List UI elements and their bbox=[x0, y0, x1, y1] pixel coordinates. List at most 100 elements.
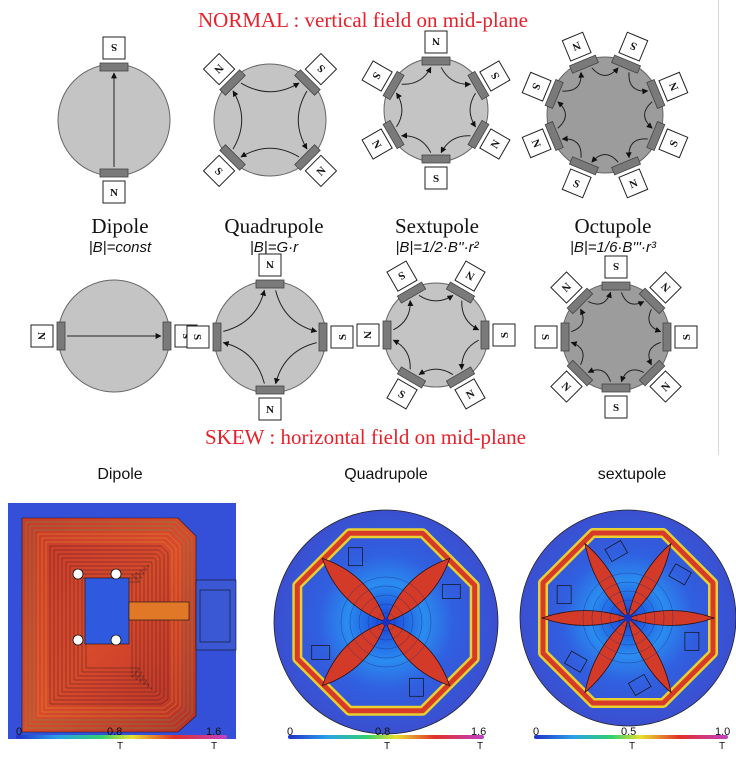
skew-sextupole-p5-label: N bbox=[356, 323, 380, 347]
normal-octupole-p6-pole bbox=[544, 121, 564, 152]
skew-octupole-p3-label: N bbox=[649, 370, 682, 403]
colorbar-quadrupole bbox=[288, 735, 484, 739]
normal-sextupole-p2-label: N bbox=[479, 128, 511, 160]
skew-sextupole-p2-pole bbox=[480, 320, 490, 350]
skew-sextupole-p2-label: S bbox=[492, 323, 516, 347]
skew-octupole-p1-pole bbox=[638, 287, 666, 315]
skew-sextupole-p4-pole bbox=[396, 366, 427, 389]
normal-octupole-p4-pole bbox=[611, 156, 642, 176]
colorbar-sextupole bbox=[534, 735, 728, 739]
svg-text:S: S bbox=[337, 334, 349, 340]
normal-dipole-p0-label: S bbox=[102, 36, 126, 60]
normal-octupole-p6-label: N bbox=[521, 128, 552, 159]
skew-dipole-p1-pole bbox=[56, 321, 66, 351]
normal-octupole-p5-pole bbox=[568, 156, 599, 176]
normal-sextupole-p4-pole bbox=[382, 119, 405, 150]
skew-sextupole-p3-label: N bbox=[454, 378, 486, 410]
sim-title-sextupole: sextupole bbox=[597, 466, 667, 483]
normal-dipole-p1-pole bbox=[99, 168, 129, 178]
dipole-coil-1 bbox=[72, 634, 84, 646]
svg-text:N: N bbox=[35, 332, 47, 340]
skew-octupole-p7-pole bbox=[566, 287, 594, 315]
sim-sextupole-plot-pole-3 bbox=[540, 610, 630, 626]
normal-octupole-p1-pole bbox=[611, 54, 642, 74]
normal-octupole-p5-label: S bbox=[561, 168, 592, 199]
magnet-name-sextupole: Sextupole bbox=[395, 214, 479, 238]
magnet-formula-dipole: |B|=const bbox=[88, 239, 152, 256]
svg-text:S: S bbox=[396, 269, 407, 282]
svg-text:N: N bbox=[570, 39, 582, 53]
svg-text:S: S bbox=[433, 173, 439, 185]
skew-octupole-p2-pole bbox=[662, 322, 672, 352]
sim-title-dipole: Dipole bbox=[97, 466, 143, 483]
scale-unit-dipole-2: T bbox=[211, 741, 218, 752]
svg-text:N: N bbox=[266, 258, 274, 270]
normal-dipole-p1-label: N bbox=[102, 180, 126, 204]
dipole-coil-2 bbox=[110, 568, 122, 580]
sim-sextupole-plot-pole-5 bbox=[627, 542, 672, 620]
svg-text:S: S bbox=[681, 334, 693, 340]
normal-quadrupole-p0-label: N bbox=[202, 52, 236, 86]
svg-text:S: S bbox=[489, 70, 502, 81]
skew-sextupole-p5-pole bbox=[382, 320, 392, 350]
normal-sextupole-p4-label: N bbox=[361, 128, 393, 160]
sim-sextupole-plot-pole-4 bbox=[584, 542, 629, 620]
scale-tick-dipole-2: 1.6 bbox=[206, 726, 222, 738]
normal-quadrupole-p2-pole bbox=[294, 144, 321, 171]
scale-tick-quad-2: 1.6 bbox=[471, 726, 487, 738]
skew-sextupole-p4-label: S bbox=[386, 378, 418, 410]
normal-octupole-p7-pole bbox=[544, 78, 564, 109]
svg-text:N: N bbox=[667, 80, 681, 92]
normal-octupole-p2-label: N bbox=[658, 71, 689, 102]
skew-heading: SKEW : horizontal field on mid-plane bbox=[205, 425, 526, 449]
normal-sextupole-p1-label: S bbox=[479, 60, 511, 92]
normal-sextupole-p0-label: N bbox=[424, 30, 448, 54]
normal-octupole-p1-label: S bbox=[618, 31, 649, 62]
svg-text:S: S bbox=[613, 402, 619, 414]
scale-tick-sext-1: 0.5 bbox=[621, 726, 637, 738]
normal-quadrupole-p0-pole bbox=[219, 69, 246, 96]
skew-octupole-p0-pole bbox=[601, 281, 631, 291]
skew-quadrupole-p1-pole bbox=[318, 322, 328, 352]
normal-sextupole-p2-pole bbox=[467, 119, 490, 150]
normal-sextupole-p0-pole bbox=[421, 56, 451, 66]
normal-quadrupole-p1-label: S bbox=[304, 52, 338, 86]
normal-octupole-p0-pole bbox=[568, 54, 599, 74]
skew-octupole-p7-label: N bbox=[550, 271, 583, 304]
dipole-coil-0 bbox=[72, 568, 84, 580]
skew-quadrupole: N S N S bbox=[186, 253, 354, 421]
skew-octupole-p5-pole bbox=[566, 359, 594, 387]
magnet-name-octupole: Octupole bbox=[574, 214, 652, 238]
magnet-formula-quadrupole: |B|=G·r bbox=[249, 239, 299, 256]
svg-text:S: S bbox=[668, 139, 681, 149]
normal-heading: NORMAL : vertical field on mid-plane bbox=[198, 8, 528, 32]
skew-dipole-p0-pole bbox=[162, 321, 172, 351]
skew-quadrupole-p2-pole bbox=[255, 385, 285, 395]
normal-quadrupole-p1-pole bbox=[294, 69, 321, 96]
skew-sextupole-p1-label: N bbox=[454, 260, 486, 292]
skew-sextupole-p3-pole bbox=[445, 366, 476, 389]
scale-tick-sext-0: 0 bbox=[533, 726, 540, 738]
scale-tick-quad-0: 0 bbox=[287, 726, 294, 738]
sim-sextupole-plot-pole-2 bbox=[584, 616, 629, 694]
skew-octupole: S N S N S N S N bbox=[534, 255, 698, 419]
normal-sextupole-p5-label: S bbox=[361, 60, 393, 92]
normal-octupole-p3-label: S bbox=[658, 128, 689, 159]
skew-quadrupole-p0-label: N bbox=[258, 253, 282, 277]
normal-octupole: N S N S N S N S bbox=[521, 31, 689, 199]
svg-text:S: S bbox=[499, 332, 511, 338]
skew-quadrupole-p0-pole bbox=[255, 279, 285, 289]
skew-sextupole-p0-pole bbox=[396, 281, 427, 304]
scale-unit-quad-1: T bbox=[384, 741, 391, 752]
colorbar-dipole bbox=[16, 735, 227, 739]
normal-quadrupole-p3-label: S bbox=[202, 154, 236, 188]
magnet-name-dipole: Dipole bbox=[91, 214, 149, 238]
magnet-name-quadrupole: Quadrupole bbox=[224, 214, 324, 238]
scale-tick-dipole-1: 0.8 bbox=[107, 726, 123, 738]
svg-text:S: S bbox=[571, 178, 581, 191]
sim-sextupole-plot bbox=[519, 509, 736, 727]
skew-dipole: SN bbox=[30, 279, 198, 393]
normal-octupole-p0-label: N bbox=[561, 31, 592, 62]
sim-sextupole-plot-pole-1 bbox=[627, 616, 672, 694]
